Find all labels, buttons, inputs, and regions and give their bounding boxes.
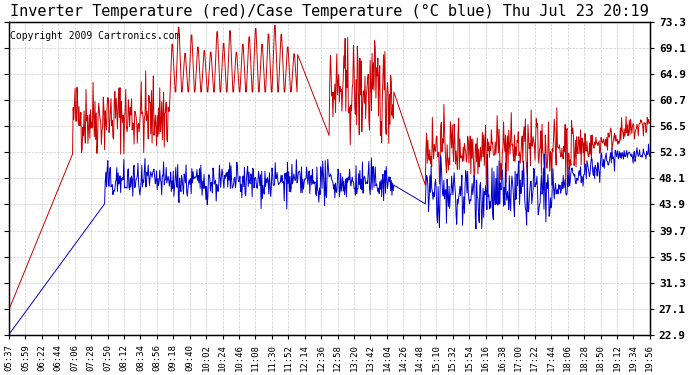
Title: Inverter Temperature (red)/Case Temperature (°C blue) Thu Jul 23 20:19: Inverter Temperature (red)/Case Temperat…	[10, 4, 649, 19]
Text: Copyright 2009 Cartronics.com: Copyright 2009 Cartronics.com	[10, 31, 181, 41]
